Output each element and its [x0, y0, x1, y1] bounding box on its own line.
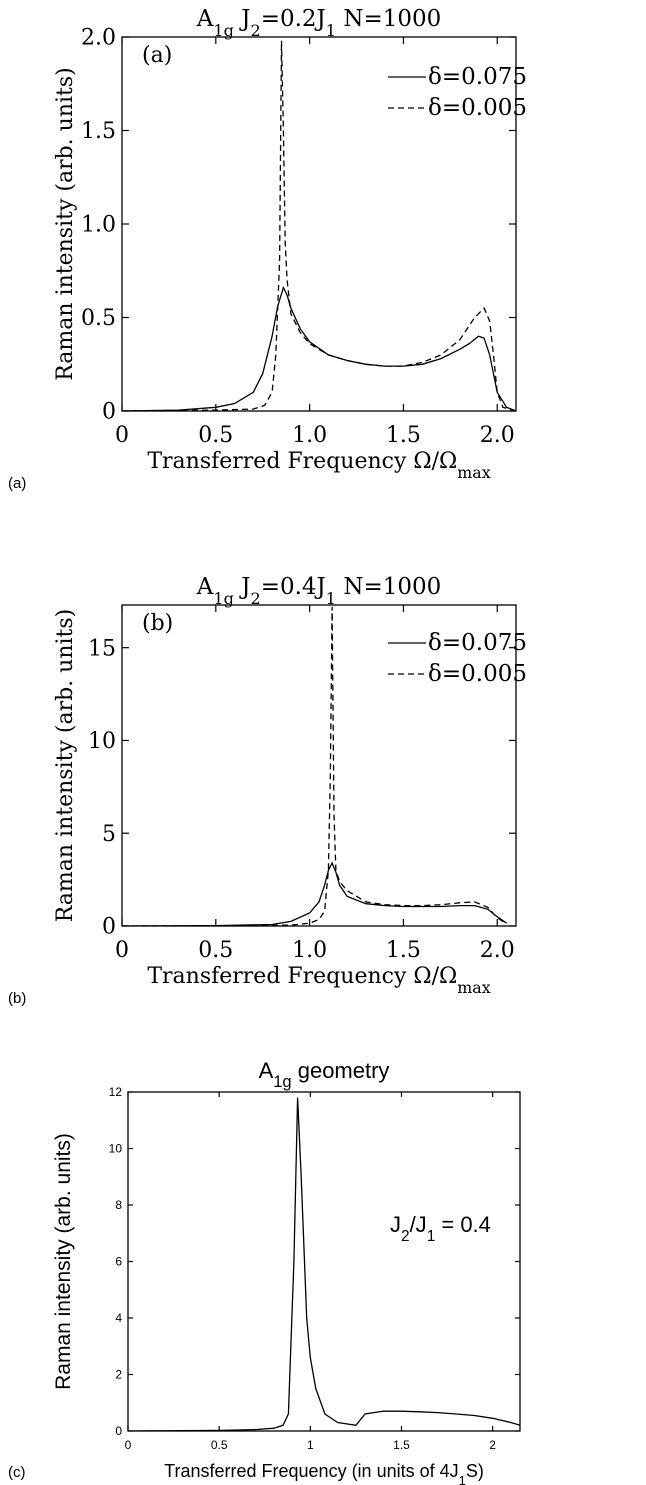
side-label: (a) — [8, 475, 26, 492]
y-axis-label: Raman intensity (arb. units) — [53, 609, 78, 923]
y-tick-label: 0 — [102, 400, 116, 425]
y-tick-label: 10 — [88, 729, 116, 754]
y-tick-label: 12 — [109, 1085, 123, 1099]
x-axis-label: Transferred Frequency Ω/Ωmax — [147, 964, 490, 997]
chart-title: A1g J2=0.2J1 N=1000 — [196, 6, 442, 40]
x-tick-label: 0.5 — [211, 1438, 228, 1452]
series-line-2 — [122, 606, 507, 926]
y-tick-label: 0 — [115, 1424, 122, 1438]
x-tick-label: 2.0 — [480, 938, 515, 963]
panel-label: (a) — [142, 43, 172, 68]
series-line-1 — [128, 1097, 520, 1431]
plot-frame — [121, 604, 517, 927]
x-tick-label: 0.5 — [198, 423, 233, 448]
y-tick-label: 5 — [102, 822, 116, 847]
y-tick-label: 2 — [115, 1368, 122, 1382]
x-tick-label: 1.0 — [292, 423, 327, 448]
y-tick-label: 0.5 — [81, 306, 116, 331]
x-tick-label: 2 — [489, 1438, 496, 1452]
legend-label: δ=0.005 — [428, 95, 527, 121]
chart-title: A1g geometry — [259, 1058, 390, 1091]
chart-annotation: J2/J1 = 0.4 — [390, 1212, 491, 1245]
plot-frame — [127, 1091, 521, 1432]
y-tick-label: 1.5 — [81, 119, 116, 144]
chart-panel-c: 0 0.5 1 1.5 2 0 2 4 6 8 10 12 (c) A1g geometry Transfe… — [8, 1058, 521, 1485]
y-tick-label: 0 — [102, 915, 116, 940]
y-tick-label: 15 — [88, 636, 116, 661]
series-line-2 — [122, 40, 516, 411]
x-tick-label: 1.0 — [292, 938, 327, 963]
x-tick-label: 0.5 — [198, 938, 233, 963]
y-tick-label: 2.0 — [81, 26, 116, 51]
plot-frame — [121, 36, 517, 412]
legend-label: δ=0.075 — [428, 630, 527, 656]
series-line-1 — [122, 861, 507, 926]
legend-label: δ=0.075 — [428, 64, 527, 90]
x-tick-label: 0 — [125, 1438, 132, 1452]
y-tick-label: 8 — [115, 1198, 122, 1212]
x-tick-label: 1 — [307, 1438, 314, 1452]
x-tick-label: 0 — [115, 938, 129, 963]
panel-label: (b) — [142, 611, 173, 636]
x-tick-label: 1.5 — [393, 1438, 410, 1452]
y-tick-label: 4 — [115, 1311, 122, 1325]
legend-label: δ=0.005 — [428, 661, 527, 687]
y-axis-label: Raman intensity (arb. units) — [53, 67, 78, 381]
x-tick-label: 1.5 — [386, 423, 421, 448]
y-axis-label: Raman intensity (arb. units) — [52, 1133, 75, 1390]
chart-title: A1g J2=0.4J1 N=1000 — [196, 574, 442, 608]
chart-panel-a: 0 0.5 1.0 1.5 2.0 0 0.5 1.0 1.5 2.0 δ=0.075 δ=0.005… — [8, 6, 527, 492]
side-label: (b) — [8, 990, 26, 1007]
x-tick-label: 1.5 — [386, 938, 421, 963]
chart-panel-b: 0 0.5 1.0 1.5 2.0 0 5 10 15 δ=0.075 δ=0.005 (b) (b) A… — [8, 574, 527, 1007]
x-tick-label: 2.0 — [480, 423, 515, 448]
x-tick-label: 0 — [115, 423, 129, 448]
side-label: (c) — [8, 1464, 26, 1481]
y-tick-label: 1.0 — [81, 213, 116, 238]
y-tick-label: 6 — [115, 1255, 122, 1269]
x-axis-label: Transferred Frequency Ω/Ωmax — [147, 449, 490, 482]
x-axis-label: Transferred Frequency (in units of 4J1S) — [164, 1461, 484, 1485]
y-tick-label: 10 — [109, 1142, 123, 1156]
